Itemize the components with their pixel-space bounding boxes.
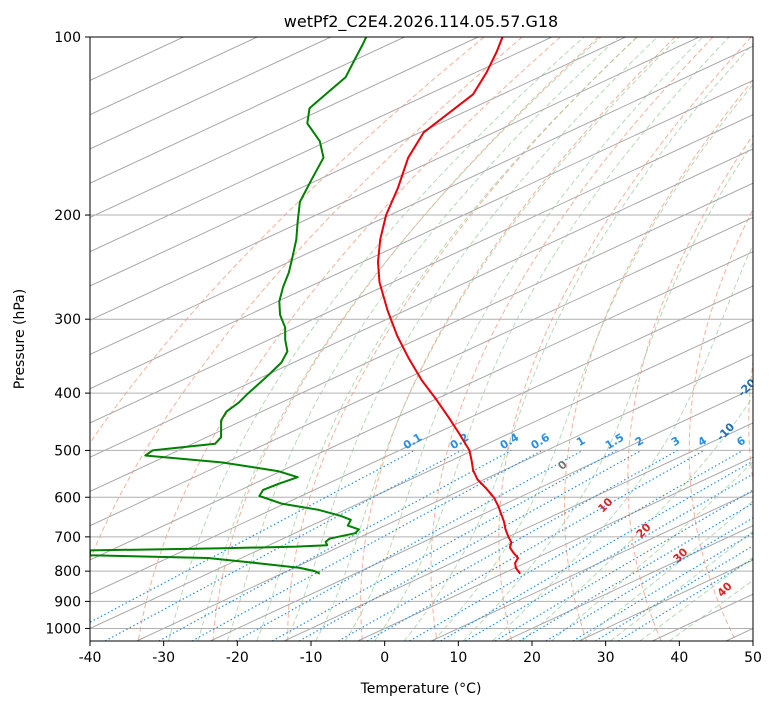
dry-adiabat (688, 208, 753, 641)
y-axis-label: Pressure (hPa) (12, 289, 28, 389)
isotherm-line (283, 422, 753, 641)
isotherm-line (90, 182, 753, 493)
x-tick-label: 50 (744, 650, 762, 666)
x-tick-label: -40 (79, 650, 102, 666)
moist-adiabat (492, 243, 753, 641)
x-tick-label: -20 (226, 650, 249, 666)
x-tick-label: -10 (300, 650, 323, 666)
dry-adiabat (212, 37, 599, 641)
isotherm-line (210, 388, 753, 641)
y-tick-label: 800 (54, 564, 81, 580)
y-axis: 100 200 300 400 500 600 700 800 900 1000 (45, 30, 90, 637)
moist-adiabat (344, 37, 704, 641)
mixing-ratio-line (191, 449, 543, 641)
mixing-ratio-line (235, 449, 584, 641)
mixing-ratio-line (595, 545, 753, 641)
moist-adiabat (433, 83, 753, 641)
isotherm-line (90, 45, 753, 356)
isotherm-line (90, 37, 479, 219)
isotherm-line (90, 216, 753, 527)
mixing-ratio-line (518, 502, 753, 641)
moist-adiabat (285, 37, 658, 641)
mixing-ratio-label: 8 (763, 434, 775, 449)
isotherm-line (90, 37, 332, 150)
moist-adiabat (374, 37, 730, 641)
plot-frame (89, 36, 754, 642)
y-tick-label: 500 (54, 443, 81, 459)
x-tick-label: 20 (523, 650, 541, 666)
mixing-ratio-line (409, 449, 744, 641)
dewpoint-profile-line (90, 37, 368, 575)
dry-adiabat (287, 37, 638, 641)
isotherm-line (357, 456, 753, 641)
isotherm-line (431, 490, 753, 641)
profile-series (90, 37, 521, 575)
temperature-profile-line (377, 37, 521, 575)
y-tick-label: 900 (54, 594, 81, 610)
isotherm-line (90, 251, 753, 561)
y-tick-label: 200 (54, 208, 81, 224)
moist-adiabat (226, 37, 620, 641)
moist-adiabat (403, 43, 753, 641)
mixing-ratio-line (617, 558, 753, 641)
isotherm-label: -30 (757, 332, 775, 355)
moist-adiabat (315, 37, 680, 641)
chart-title: wetPf2_C2E4.2026.114.05.57.G18 (284, 12, 558, 32)
isotherm-line (90, 79, 753, 390)
isotherm-line (504, 525, 753, 641)
x-tick-label: -30 (152, 650, 175, 666)
isotherm-line (136, 353, 753, 641)
y-tick-label: 700 (54, 530, 81, 546)
x-axis-label: Temperature (°C) (360, 681, 482, 697)
x-tick-label: 10 (449, 650, 467, 666)
x-axis: -40 -30 -20 -10 0 10 20 30 40 50 (79, 641, 762, 666)
y-tick-label: 100 (54, 30, 81, 46)
isotherm-line (90, 148, 753, 458)
isotherm-line (90, 37, 700, 321)
mixing-ratio-line (272, 449, 617, 641)
x-tick-label: 40 (670, 650, 688, 666)
x-tick-label: 30 (597, 650, 615, 666)
dry-adiabat (90, 37, 523, 561)
isotherm-line (90, 319, 753, 630)
moist-adiabat (580, 500, 753, 641)
mixing-ratio-line (464, 473, 753, 641)
moist-adiabat (256, 37, 638, 641)
mixing-ratio-line (158, 449, 512, 641)
mixing-ratio-line (298, 449, 642, 641)
y-tick-label: 600 (54, 490, 81, 506)
dry-adiabat (627, 134, 753, 641)
x-tick-label: 0 (380, 650, 389, 666)
moist-adiabat (551, 461, 753, 641)
dry-adiabat (498, 37, 752, 641)
mixing-ratio-line (338, 449, 678, 641)
isotherm-line (90, 285, 753, 595)
isotherm-line (90, 114, 753, 424)
dry-adiabat (563, 79, 753, 641)
mixing-ratio-line (572, 532, 753, 641)
isotherm-line (90, 37, 553, 253)
isotherm-line (90, 37, 626, 287)
y-tick-label: 1000 (45, 621, 81, 637)
moist-adiabat (167, 37, 585, 641)
dry-adiabat (360, 37, 676, 641)
y-tick-label: 400 (54, 386, 81, 402)
mixing-ratio-line (545, 517, 753, 641)
moist-adiabat (462, 142, 753, 641)
plot-area (90, 37, 753, 641)
dry-adiabat (137, 37, 561, 641)
isotherm-line (90, 37, 405, 184)
y-tick-label: 300 (54, 312, 81, 328)
background-lines (90, 37, 753, 641)
